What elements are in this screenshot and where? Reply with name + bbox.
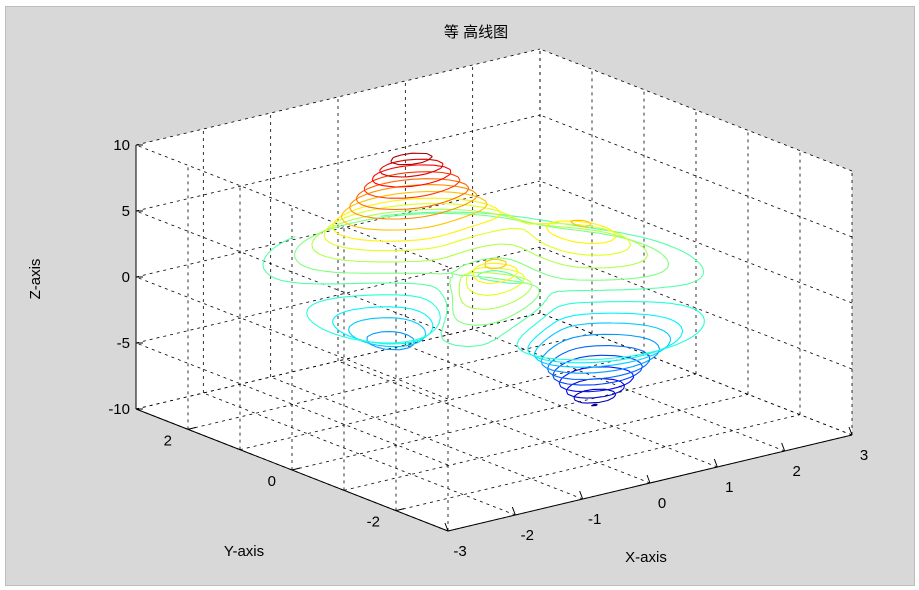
contour-level bbox=[306, 294, 705, 361]
y-tick-mark bbox=[291, 467, 301, 471]
z-tick-label: -10 bbox=[108, 401, 130, 418]
z-tick-label: 5 bbox=[122, 203, 130, 220]
contour-level bbox=[379, 158, 444, 178]
contour-level bbox=[371, 164, 452, 188]
z-tick-label: 0 bbox=[122, 269, 130, 286]
contour-level bbox=[294, 212, 670, 326]
contour-level bbox=[341, 190, 592, 270]
z-axis-label: Z-axis bbox=[27, 259, 44, 300]
x-tick-mark bbox=[713, 458, 718, 468]
x-tick-label: -2 bbox=[521, 527, 534, 544]
contour-level bbox=[323, 203, 632, 296]
contour-level bbox=[262, 211, 705, 348]
right-wall-panel bbox=[540, 49, 852, 435]
contour-level bbox=[565, 377, 625, 399]
contour-level bbox=[363, 171, 461, 199]
left-wall-panel bbox=[136, 145, 448, 531]
x-tick-label: -1 bbox=[588, 511, 601, 528]
axis-labels: 等 高线图 X-axis Y-axis Z-axis bbox=[27, 23, 667, 566]
x-tick-mark bbox=[444, 522, 449, 532]
y-axis-label: Y-axis bbox=[224, 543, 264, 560]
x-axis-label: X-axis bbox=[625, 549, 667, 566]
contour-level bbox=[591, 403, 598, 407]
y-tick-label: -2 bbox=[367, 514, 380, 531]
contour-level bbox=[390, 152, 433, 166]
contour-level bbox=[349, 184, 477, 220]
contour-level bbox=[332, 197, 617, 285]
y-tick-mark bbox=[395, 508, 405, 512]
y-tick-label: 0 bbox=[268, 473, 276, 490]
x-tick-mark bbox=[646, 474, 651, 484]
z-tick-label: 10 bbox=[113, 137, 130, 154]
y-tick-label: 2 bbox=[164, 432, 172, 449]
x-tick-mark bbox=[848, 426, 853, 436]
z-tick-label: -5 bbox=[117, 335, 130, 352]
x-tick-mark bbox=[579, 490, 584, 500]
x-tick-label: 0 bbox=[658, 495, 666, 512]
x-tick-mark bbox=[781, 442, 786, 452]
contour-lines bbox=[262, 152, 705, 407]
x-tick-label: 1 bbox=[725, 479, 733, 496]
y-tick-mark bbox=[187, 426, 197, 430]
axes-box bbox=[135, 49, 853, 532]
grid-lines bbox=[135, 48, 853, 532]
contour-level bbox=[311, 208, 649, 311]
chart-title: 等 高线图 bbox=[444, 23, 508, 41]
figure-window: -10 -5 0 5 10 -3 -2 -1 0 1 2 3 -2 0 2 等 高线图 X-axis Y-a… bbox=[5, 6, 915, 586]
x-tick-label: -3 bbox=[453, 543, 466, 560]
x-tick-label: 3 bbox=[860, 447, 868, 464]
x-tick-mark bbox=[511, 506, 516, 516]
x-tick-label: 2 bbox=[792, 463, 800, 480]
